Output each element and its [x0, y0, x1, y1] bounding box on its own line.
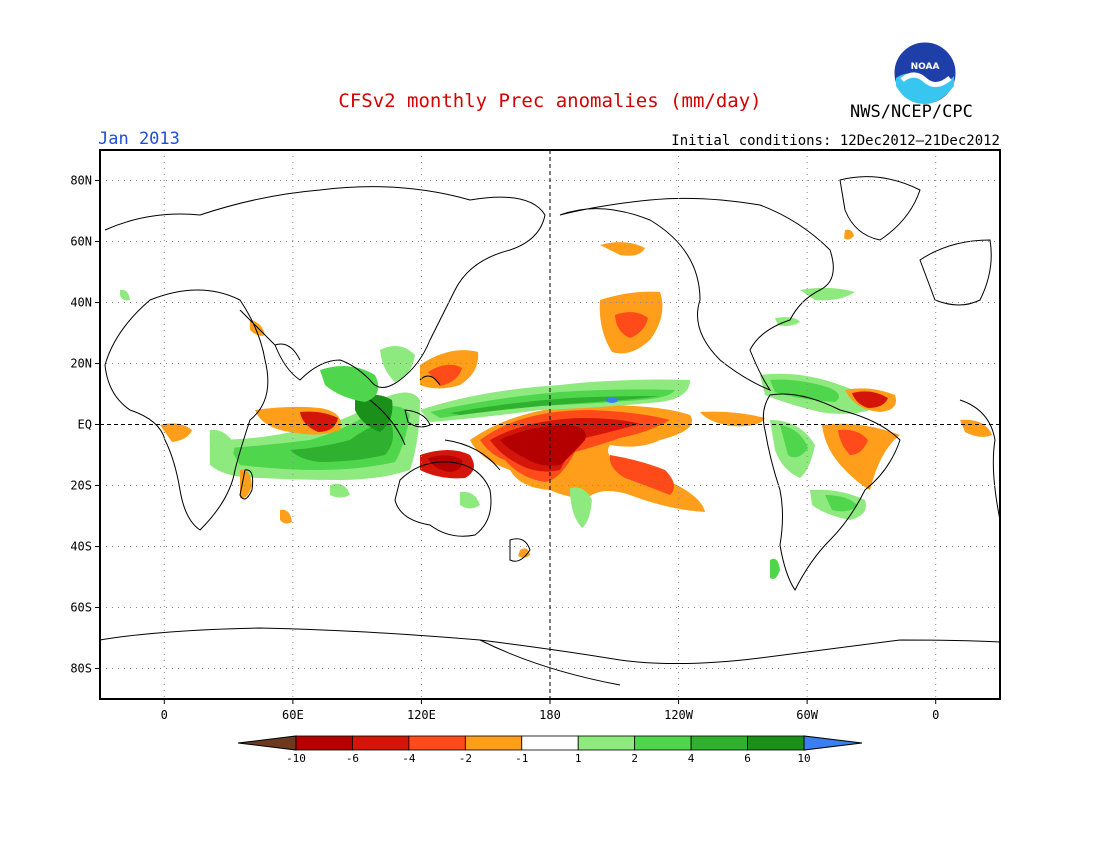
legend-arrow-high	[803, 735, 863, 751]
legend-swatch	[690, 735, 748, 751]
legend-label: 2	[631, 752, 638, 765]
legend-swatch	[295, 735, 353, 751]
lon-label: 180	[539, 708, 561, 722]
lon-label: 60W	[796, 708, 818, 722]
legend-label: -4	[402, 752, 416, 765]
legend-swatch	[577, 735, 636, 751]
lon-label: 0	[161, 708, 168, 722]
legend-label: 1	[575, 752, 582, 765]
lat-label: 40S	[70, 540, 92, 554]
legend-swatch	[352, 735, 410, 751]
legend-label: -2	[459, 752, 472, 765]
map-title: CFSv2 monthly Prec anomalies (mm/day)	[338, 90, 762, 112]
legend-arrow-low	[237, 735, 297, 751]
lat-label: 20N	[70, 357, 92, 371]
legend-label: 6	[744, 752, 751, 765]
lat-label: 80S	[70, 662, 92, 676]
lat-label: 80N	[70, 174, 92, 188]
legend-swatch	[521, 735, 579, 751]
coastlines	[100, 176, 1000, 686]
lat-label: 60S	[70, 601, 92, 615]
graticule	[100, 150, 1000, 699]
lon-label: 60E	[282, 708, 304, 722]
legend-swatch	[634, 735, 692, 751]
forecast-month: Jan 2013	[98, 129, 180, 149]
legend-swatch	[747, 735, 805, 751]
legend-label: 4	[688, 752, 695, 765]
legend-swatch	[408, 735, 466, 751]
lat-label: 20S	[70, 479, 92, 493]
axis-ticks: 80N 60N 40N 20N EQ 20S 40S 60S 80S 0 60E 120E 180 120…	[70, 174, 939, 723]
svg-text:NOAA: NOAA	[911, 62, 940, 72]
legend-label: -10	[286, 752, 306, 765]
legend-label: 10	[797, 752, 810, 765]
legend-label: -1	[515, 752, 528, 765]
lat-label: 60N	[70, 235, 92, 249]
lon-label: 0	[932, 708, 939, 722]
legend-label: -6	[346, 752, 359, 765]
initial-conditions: Initial conditions: 12Dec2012–21Dec2012	[671, 133, 1000, 149]
organization-label: NWS/NCEP/CPC	[850, 102, 973, 122]
noaa-logo-icon: NOAA	[893, 41, 957, 105]
legend-swatch	[464, 735, 523, 751]
lat-label: 40N	[70, 296, 92, 310]
lon-label: 120W	[664, 708, 694, 722]
lat-label: EQ	[78, 418, 92, 432]
lon-label: 120E	[407, 708, 436, 722]
